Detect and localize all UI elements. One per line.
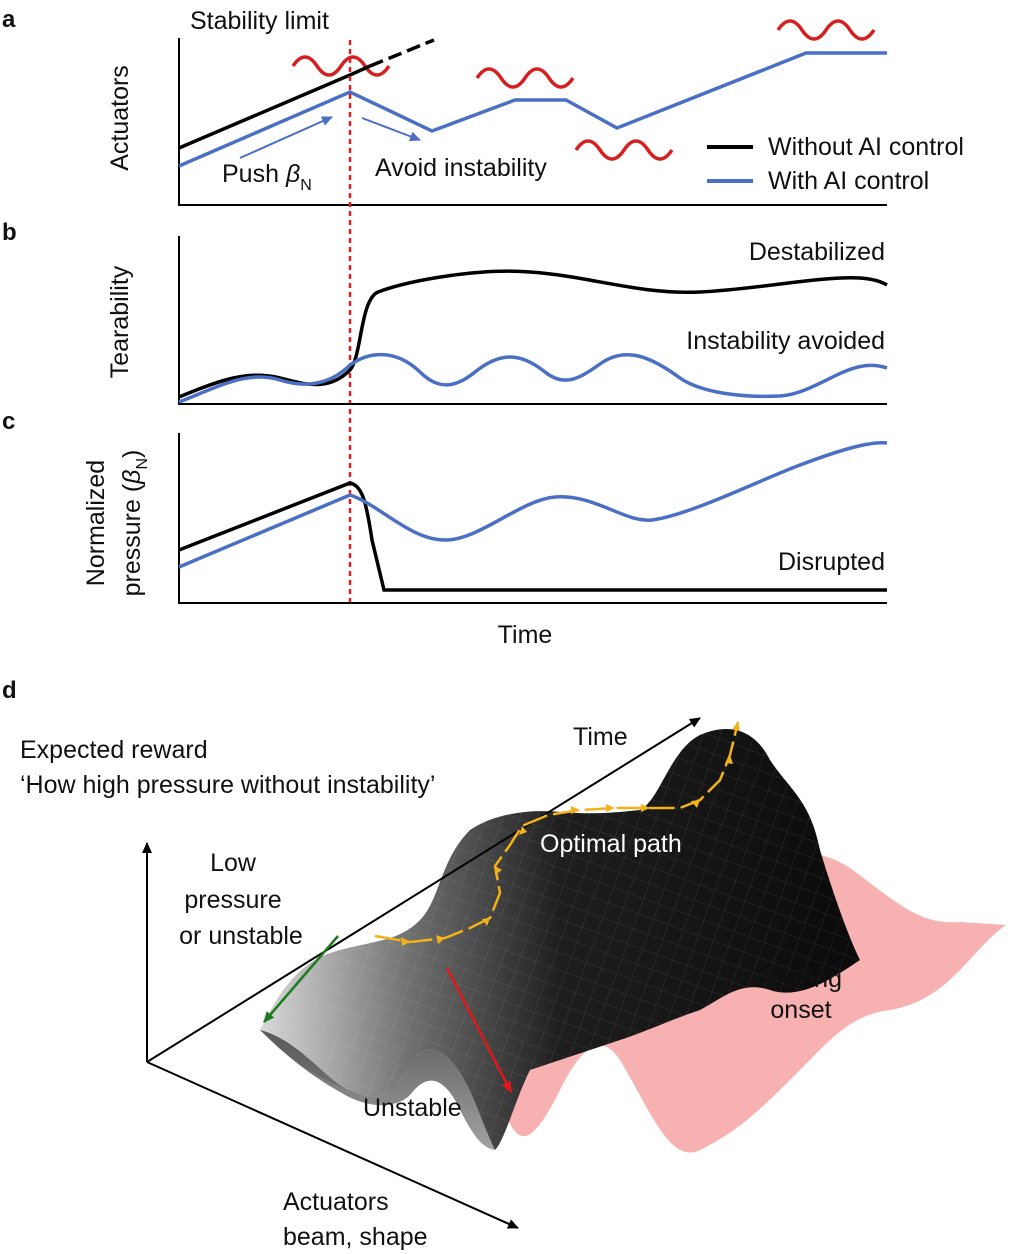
actuators-line2: beam, shape <box>283 1223 428 1251</box>
tearing-region <box>462 853 1006 1153</box>
expected-reward-title: Expected reward <box>20 736 208 764</box>
panel-a-ylabel: Actuators <box>106 65 134 171</box>
panel-c-ylabel-line2: pressure (βN) <box>118 450 151 597</box>
push-label: Push βN <box>222 160 312 194</box>
low-pressure-line2: pressure <box>184 886 281 914</box>
panel-c-label: c <box>2 408 15 435</box>
panel-b-axes <box>178 236 887 405</box>
optimal-path-label: Optimal path <box>540 830 682 858</box>
avoid-instability-label: Avoid instability <box>375 154 547 182</box>
time-axis-label: Time <box>498 621 553 649</box>
optimal-path-arrows <box>374 721 741 944</box>
destabilized-label: Destabilized <box>749 238 885 266</box>
time-3d-label: Time <box>573 723 628 751</box>
panel-c-axes <box>178 433 887 604</box>
instability-wave-3 <box>574 139 674 161</box>
tearing-onset-line2: onset <box>770 996 831 1024</box>
panel-c: c Normalized pressure (βN) Disrupted Tim… <box>2 408 888 649</box>
legend-label-without-ai: Without AI control <box>768 133 964 161</box>
tearing-onset-line1: Tearing <box>760 965 842 993</box>
panel-a-line-with-ai <box>178 51 887 168</box>
low-pressure-arrow <box>263 935 339 1023</box>
panel-b: b Tearability Destabilized Instability a… <box>2 219 888 405</box>
low-pressure-line3: or unstable <box>179 922 303 950</box>
panel-c-ylabel-line1: Normalized <box>82 460 110 586</box>
instability-avoided-label: Instability avoided <box>686 327 885 355</box>
stability-limit-label: Stability limit <box>190 7 329 35</box>
actuators-axis-3d <box>146 1061 519 1229</box>
low-pressure-line1: Low <box>210 849 257 877</box>
time-axis-3d <box>146 717 701 1063</box>
panel-a: a Actuators Stability limit Push βN Avoi… <box>2 6 964 206</box>
panel-b-ylabel: Tearability <box>106 265 134 378</box>
panel-b-label: b <box>2 219 17 246</box>
actuators-line1: Actuators <box>283 1188 389 1216</box>
expected-reward-subtitle: ‘How high pressure without instability’ <box>20 771 435 799</box>
panel-c-line-with-ai <box>178 440 888 569</box>
reward-surface-front <box>260 1030 495 1150</box>
unstable-label: Unstable <box>363 1094 462 1122</box>
panel-a-label: a <box>2 6 16 33</box>
panel-a-axes <box>178 38 887 206</box>
legend: Without AI control With AI control <box>707 133 964 195</box>
legend-label-with-ai: With AI control <box>768 167 929 195</box>
unstable-arrow <box>445 967 513 1093</box>
panel-d-label: d <box>2 677 17 704</box>
panel-b-line-without-ai <box>178 269 888 399</box>
avoid-arrow <box>361 117 421 142</box>
reward-surface-mesh <box>260 728 860 1150</box>
optimal-path-heads <box>401 755 733 946</box>
disrupted-label: Disrupted <box>778 548 885 576</box>
push-arrow <box>239 116 333 159</box>
panel-d: d Expected reward ‘How high pressure wit… <box>2 677 1006 1251</box>
instability-wave-2 <box>475 67 575 89</box>
instability-wave-4 <box>776 19 876 41</box>
panel-b-line-with-ai <box>178 352 888 404</box>
panel-a-line-without-ai-dashed <box>369 38 435 68</box>
instability-wave-1 <box>291 55 391 77</box>
panel-a-line-without-ai <box>178 64 371 150</box>
